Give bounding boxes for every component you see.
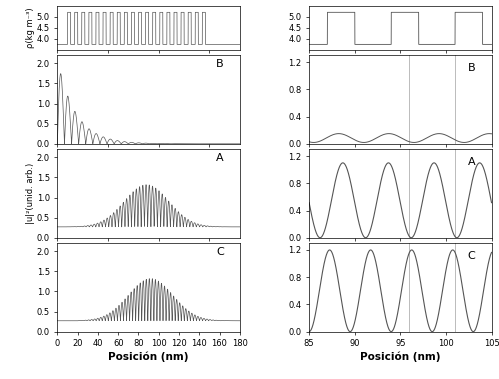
Text: A: A	[216, 153, 224, 163]
Text: B: B	[468, 63, 476, 73]
Text: A: A	[468, 157, 476, 167]
Text: B: B	[216, 59, 224, 69]
Text: C: C	[468, 251, 476, 261]
Y-axis label: |u|²(unid. arb.): |u|²(unid. arb.)	[26, 163, 35, 224]
X-axis label: Posición (nm): Posición (nm)	[360, 351, 441, 362]
Text: C: C	[216, 247, 224, 257]
Y-axis label: ρ(kg m⁻³): ρ(kg m⁻³)	[26, 8, 35, 48]
X-axis label: Posición (nm): Posición (nm)	[108, 351, 189, 362]
